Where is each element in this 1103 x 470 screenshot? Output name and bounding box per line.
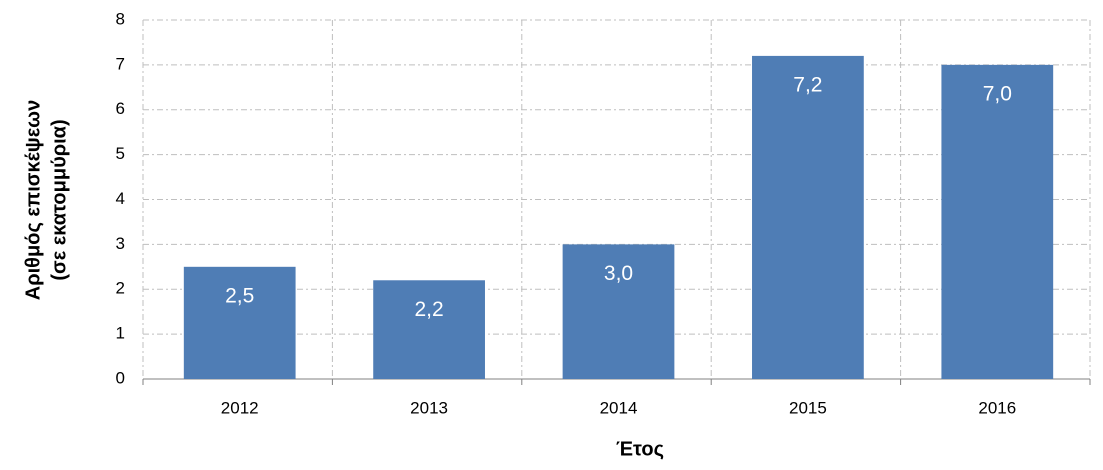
y-tick-label: 3 (116, 234, 125, 253)
data-label: 2,5 (225, 284, 254, 307)
bar (183, 266, 296, 379)
bar (752, 55, 864, 380)
y-tick-label: 5 (116, 144, 125, 163)
bar (562, 244, 675, 379)
x-tick-label: 2012 (221, 398, 259, 417)
bar (373, 280, 485, 379)
y-tick-label: 7 (116, 54, 125, 73)
data-label: 7,2 (793, 73, 822, 96)
bar (941, 64, 1054, 379)
y-axis-title: Αριθμός επισκέψεων (22, 100, 44, 300)
data-label: 3,0 (604, 262, 633, 285)
y-tick-label: 1 (116, 324, 125, 343)
y-tick-label: 2 (116, 279, 125, 298)
data-label: 7,0 (983, 82, 1012, 105)
data-label: 2,2 (414, 298, 443, 321)
x-tick-label: 2013 (410, 398, 448, 417)
x-tick-label: 2014 (600, 398, 638, 417)
y-tick-label: 6 (116, 99, 125, 118)
y-tick-label: 0 (116, 368, 125, 387)
y-axis-title: (σε εκατομμύρια) (48, 119, 70, 280)
y-tick-label: 8 (116, 9, 125, 28)
y-tick-label: 4 (116, 189, 125, 208)
x-tick-label: 2015 (789, 398, 827, 417)
x-axis-title: Έτος (616, 438, 664, 460)
x-tick-label: 2016 (978, 398, 1016, 417)
